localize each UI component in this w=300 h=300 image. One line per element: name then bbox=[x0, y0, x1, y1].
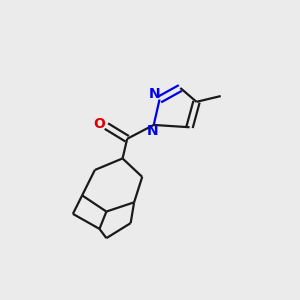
Text: O: O bbox=[94, 117, 105, 131]
Text: N: N bbox=[147, 124, 158, 138]
Text: N: N bbox=[148, 87, 160, 101]
